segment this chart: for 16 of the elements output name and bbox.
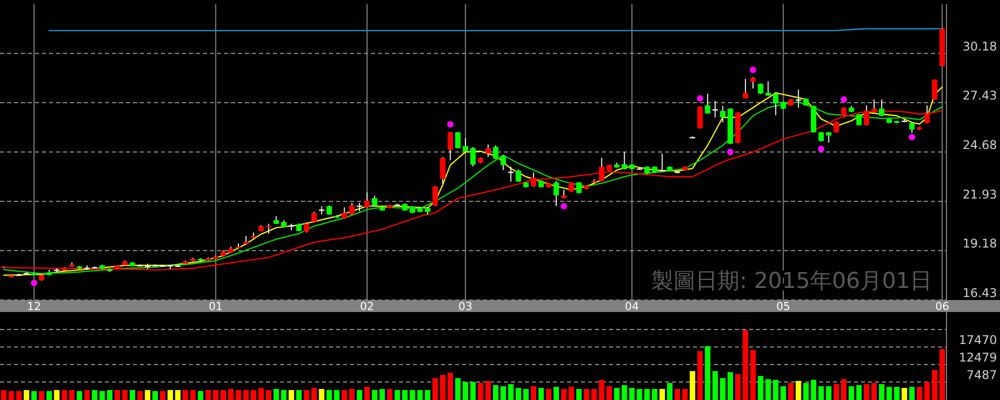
- x-tick-label: 06: [935, 300, 950, 313]
- x-tick-label: 04: [624, 300, 639, 313]
- y-tick-label: 30.18: [962, 39, 997, 54]
- y-tick-label: 12479: [958, 350, 997, 364]
- x-tick-label: 01: [208, 300, 223, 313]
- y-tick-label: 27.43: [962, 88, 997, 103]
- y-tick-label: 16.43: [962, 286, 997, 300]
- y-tick-label: 21.93: [962, 187, 997, 202]
- y-tick-label: 17470: [958, 332, 997, 347]
- y-tick-label: 19.18: [962, 236, 997, 251]
- x-tick-label: 03: [458, 300, 472, 313]
- x-tick-label: 02: [360, 300, 374, 313]
- y-tick-label: 24.68: [962, 138, 997, 152]
- x-tick-label: 12: [27, 300, 42, 313]
- y-tick-label: 7487: [966, 368, 997, 382]
- x-tick-label: 05: [776, 300, 790, 313]
